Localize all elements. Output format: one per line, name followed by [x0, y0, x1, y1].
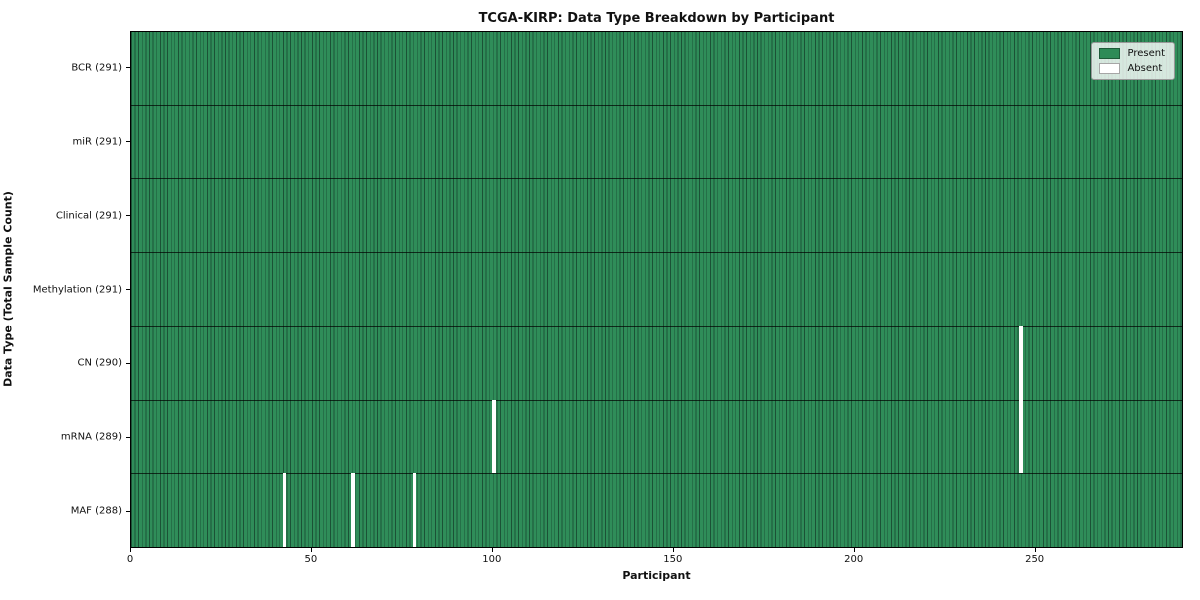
x-tick-label-200: 200: [844, 554, 864, 565]
y-tick-label-CN: CN (290): [77, 357, 122, 369]
x-tick-label-150: 150: [663, 554, 683, 565]
legend-label-present: Present: [1127, 48, 1165, 59]
heatmap-row-Methylation: [131, 252, 1182, 326]
absent-gap-mRNA-246: [1019, 399, 1024, 474]
absent-gap-MAF-61: [351, 473, 355, 548]
absent-gap-MAF-42: [282, 473, 287, 548]
y-tick-label-BCR: BCR (291): [71, 62, 122, 74]
absent-gap-MAF-78: [412, 473, 417, 548]
legend-entry-present: Present: [1099, 48, 1165, 59]
x-tick-label-250: 250: [1025, 554, 1045, 565]
y-axis-label: Data Type (Total Sample Count): [1, 191, 15, 387]
heatmap-row-MAF: [131, 473, 1182, 548]
x-tick-mark: [1034, 548, 1036, 552]
y-tick-label-mRNA: mRNA (289): [60, 431, 122, 443]
y-tick-mark: [126, 510, 130, 512]
heatmap-row-miR: [131, 104, 1182, 179]
y-tick-label-Methylation: Methylation (291): [32, 284, 122, 295]
legend-swatch-present: [1099, 48, 1121, 59]
x-tick-label-0: 0: [126, 554, 134, 565]
absent-gap-mRNA-100: [492, 399, 496, 474]
heatmap-row-mRNA: [131, 399, 1182, 474]
x-tick-mark: [672, 548, 674, 552]
y-tick-label-miR: miR (291): [72, 136, 122, 148]
y-tick-label-MAF: MAF (288): [70, 505, 122, 517]
heatmap-row-Clinical: [131, 178, 1182, 253]
heatmap-row-CN: [131, 325, 1182, 400]
plot-area: Present Absent: [130, 31, 1183, 548]
x-tick-mark: [491, 548, 493, 552]
chart-title: TCGA-KIRP: Data Type Breakdown by Partic…: [478, 11, 835, 26]
x-tick-mark: [310, 548, 312, 552]
y-tick-mark: [126, 436, 130, 438]
legend-swatch-absent: [1099, 63, 1121, 74]
x-tick-mark: [130, 548, 131, 552]
heatmap-row-BCR: [131, 32, 1182, 105]
x-axis-label: Participant: [622, 569, 691, 582]
y-tick-mark: [126, 289, 130, 290]
y-tick-label-Clinical: Clinical (291): [55, 210, 122, 222]
legend-entry-absent: Absent: [1099, 63, 1165, 74]
x-tick-label-50: 50: [304, 554, 318, 565]
y-tick-mark: [126, 215, 130, 217]
x-tick-label-100: 100: [482, 554, 502, 565]
y-tick-mark: [126, 67, 130, 69]
x-tick-mark: [853, 548, 855, 552]
absent-gap-CN-246: [1019, 325, 1024, 400]
y-tick-mark: [126, 141, 130, 143]
legend: Present Absent: [1091, 42, 1175, 80]
legend-label-absent: Absent: [1127, 63, 1163, 74]
y-tick-mark: [126, 362, 130, 364]
